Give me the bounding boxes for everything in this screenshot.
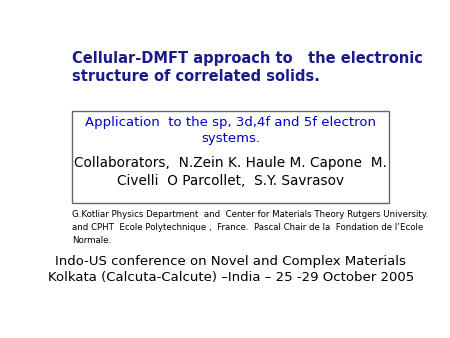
Text: Indo-US conference on Novel and Complex Materials
Kolkata (Calcuta-Calcute) –Ind: Indo-US conference on Novel and Complex … bbox=[48, 255, 414, 284]
Text: Application  to the sp, 3d,4f and 5f electron
systems.: Application to the sp, 3d,4f and 5f elec… bbox=[85, 116, 376, 145]
Text: G.Kotliar Physics Department  and  Center for Materials Theory Rutgers Universit: G.Kotliar Physics Department and Center … bbox=[72, 210, 428, 245]
FancyBboxPatch shape bbox=[72, 111, 389, 203]
Text: Collaborators,  N.Zein K. Haule M. Capone  M.
Civelli  O Parcollet,  S.Y. Savras: Collaborators, N.Zein K. Haule M. Capone… bbox=[74, 156, 387, 188]
Text: Cellular-DMFT approach to   the electronic
structure of correlated solids.: Cellular-DMFT approach to the electronic… bbox=[72, 51, 423, 84]
